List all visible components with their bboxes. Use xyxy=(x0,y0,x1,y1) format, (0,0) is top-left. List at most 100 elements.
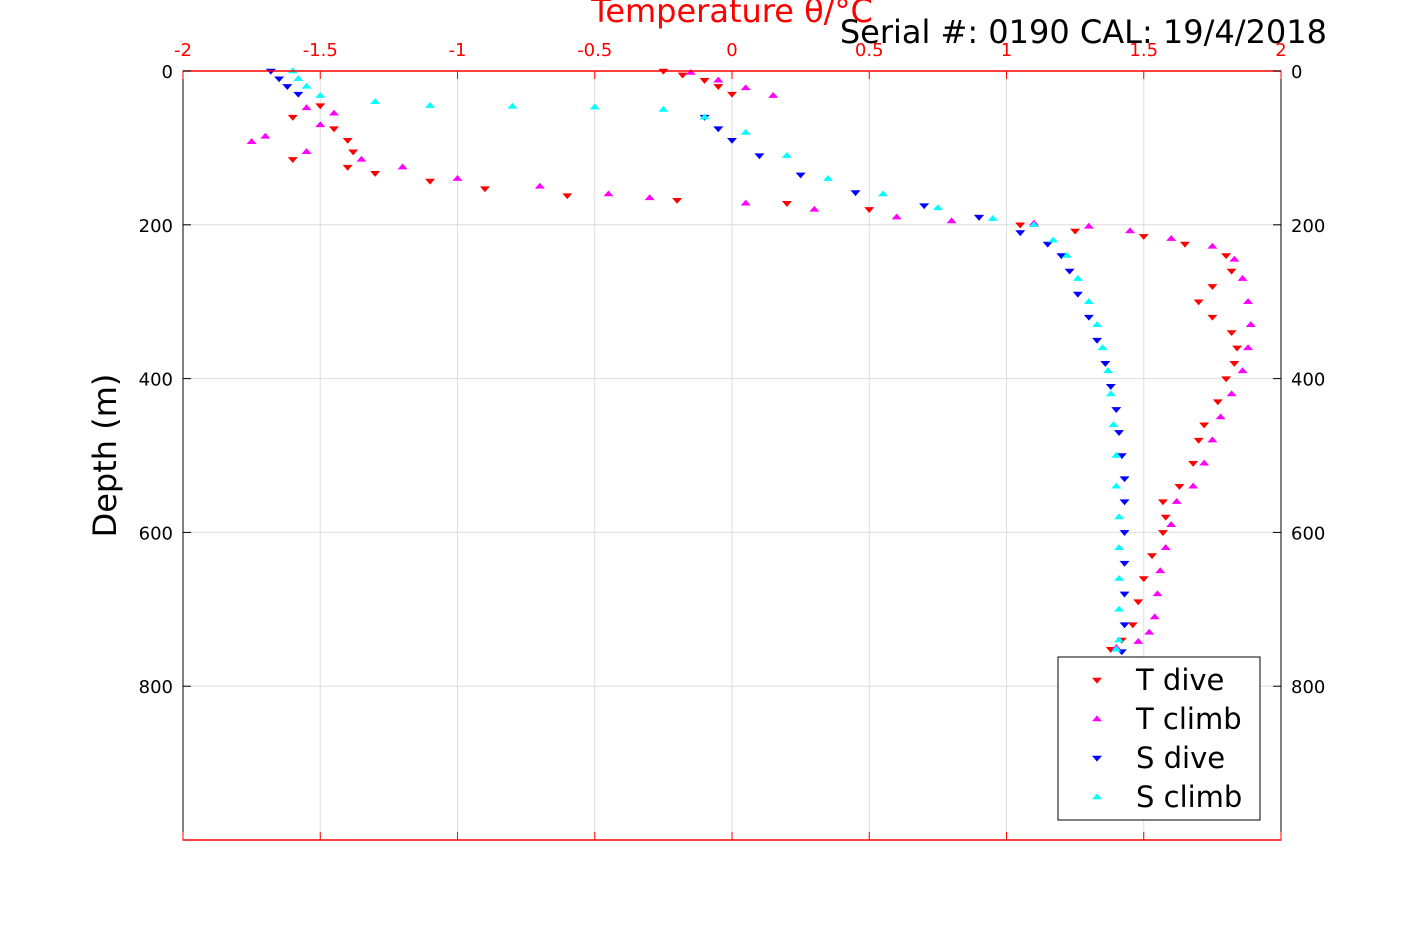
data-point xyxy=(946,217,957,224)
data-point xyxy=(293,91,304,98)
x-tick-label: 1 xyxy=(1001,40,1012,61)
data-point xyxy=(315,121,326,128)
x-tick-label: 0 xyxy=(726,40,737,61)
data-point xyxy=(1114,544,1125,551)
data-point xyxy=(370,171,381,177)
data-point xyxy=(1028,221,1039,228)
y-tick-label-right: 800 xyxy=(1291,677,1325,698)
data-point xyxy=(1144,628,1155,635)
data-point xyxy=(850,190,861,197)
data-point xyxy=(1114,513,1125,520)
data-point xyxy=(1133,599,1144,606)
data-point xyxy=(1149,613,1160,620)
left-y-axis: 0 200 400 600 800 xyxy=(139,62,191,698)
data-point xyxy=(795,172,806,179)
data-point xyxy=(1092,321,1103,328)
data-point xyxy=(328,109,339,116)
data-point xyxy=(1193,299,1204,306)
data-point xyxy=(1212,399,1223,406)
data-point xyxy=(713,126,724,133)
y-tick-label: 400 xyxy=(139,370,173,391)
data-point xyxy=(1221,253,1232,260)
data-point xyxy=(452,175,463,181)
right-y-axis: 0 200 400 600 800 xyxy=(1273,62,1325,698)
legend-marker xyxy=(1092,677,1102,684)
data-point xyxy=(562,193,573,200)
data-point xyxy=(1215,413,1226,420)
data-point xyxy=(479,186,490,193)
data-point xyxy=(1119,560,1130,567)
data-point xyxy=(754,153,765,160)
data-point xyxy=(1207,436,1218,443)
data-point xyxy=(397,163,408,170)
data-point xyxy=(1226,268,1237,275)
data-point xyxy=(507,102,518,109)
y-tick-label: 0 xyxy=(162,62,173,83)
data-point xyxy=(932,204,943,211)
data-point xyxy=(1166,235,1177,241)
series-t-dive xyxy=(287,68,1243,653)
data-point xyxy=(287,114,298,121)
y-tick-label: 200 xyxy=(139,216,173,237)
data-point xyxy=(1155,567,1166,574)
data-point xyxy=(727,137,737,144)
data-point xyxy=(1111,645,1122,652)
data-point xyxy=(1015,230,1026,237)
legend-label: T dive xyxy=(1135,663,1224,697)
data-point xyxy=(534,182,545,189)
y-tick-label: 800 xyxy=(139,677,173,698)
legend-marker xyxy=(1092,755,1102,762)
data-point xyxy=(348,149,359,156)
data-point xyxy=(293,75,304,81)
y-tick-label-right: 0 xyxy=(1291,62,1302,83)
data-point xyxy=(1207,242,1218,249)
data-point xyxy=(877,190,888,197)
series-t-climb xyxy=(246,68,1256,650)
data-point xyxy=(1174,484,1185,490)
y-tick-label-right: 200 xyxy=(1291,216,1325,237)
data-point xyxy=(823,175,834,181)
data-point xyxy=(246,138,257,144)
data-point xyxy=(1048,236,1059,243)
data-point xyxy=(1083,314,1094,321)
data-point xyxy=(1199,422,1210,429)
data-point xyxy=(274,76,285,83)
data-point xyxy=(1114,605,1125,612)
data-point xyxy=(781,201,792,207)
data-point xyxy=(1092,337,1103,344)
data-point xyxy=(1138,576,1149,583)
data-point xyxy=(1119,499,1130,506)
data-point xyxy=(1157,530,1168,536)
data-point xyxy=(1226,390,1237,397)
data-point xyxy=(1243,298,1254,304)
data-point xyxy=(713,76,724,83)
data-point xyxy=(1133,637,1144,644)
data-point xyxy=(1070,228,1081,235)
data-point xyxy=(1119,530,1130,536)
legend-label: S climb xyxy=(1136,780,1242,814)
data-point xyxy=(1160,544,1171,551)
data-point xyxy=(1119,622,1130,629)
data-point xyxy=(1111,451,1122,458)
data-point xyxy=(672,197,683,204)
x-tick-label: 0.5 xyxy=(855,40,884,61)
data-point xyxy=(713,84,724,90)
x-axis-title: Temperature θ/°C xyxy=(590,0,873,30)
data-point xyxy=(699,77,710,84)
data-point xyxy=(315,92,326,98)
data-point xyxy=(1119,476,1130,483)
data-point xyxy=(301,104,312,111)
data-point xyxy=(1125,227,1136,234)
x-tick-label: -1 xyxy=(449,40,467,61)
data-point xyxy=(1042,241,1053,248)
data-point xyxy=(1072,275,1083,281)
data-point xyxy=(809,205,820,212)
series-s-dive xyxy=(265,68,1130,656)
y-tick-label: 600 xyxy=(139,523,173,544)
data-point xyxy=(425,102,436,108)
data-point xyxy=(603,190,614,197)
data-point xyxy=(1064,268,1075,275)
data-point xyxy=(1114,574,1125,581)
data-point xyxy=(1138,234,1149,240)
